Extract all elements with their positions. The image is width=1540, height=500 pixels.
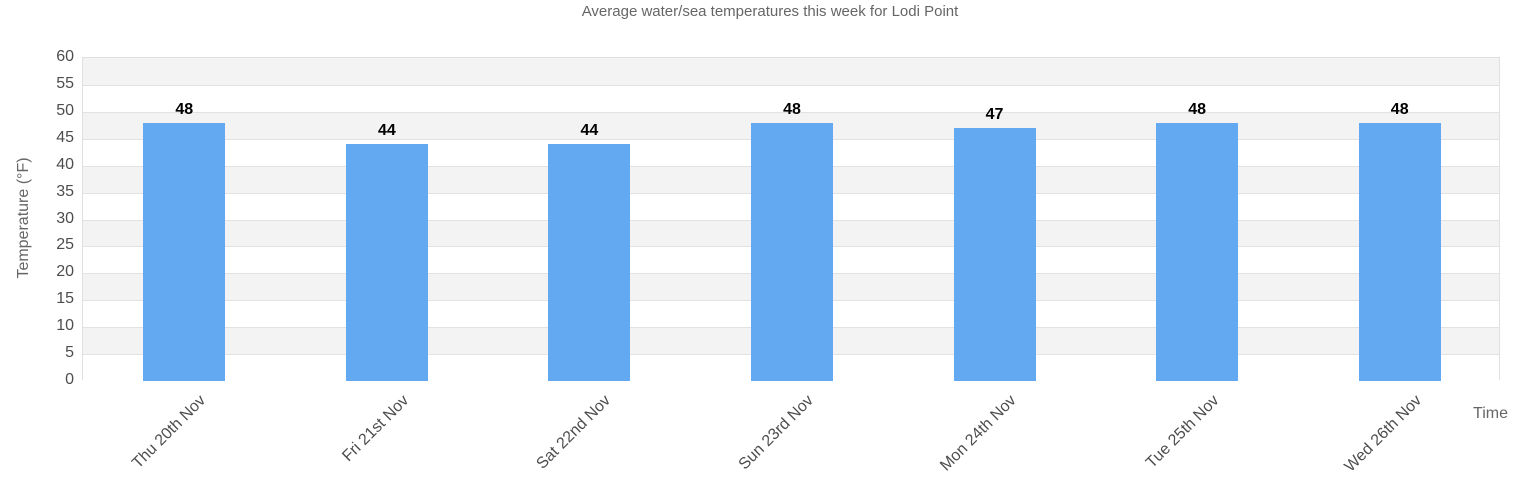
y-tick-label: 35 xyxy=(56,182,74,200)
x-axis-title: Time xyxy=(1473,405,1508,422)
y-tick-label: 45 xyxy=(56,128,74,146)
y-tick-label: 0 xyxy=(65,371,74,388)
bar[interactable] xyxy=(1358,122,1441,381)
x-tick-label: Wed 26th Nov xyxy=(1341,392,1425,476)
y-tick-label: 55 xyxy=(56,74,74,92)
x-tick-label: Sat 22nd Nov xyxy=(533,392,615,473)
gridline xyxy=(83,84,1499,86)
y-tick-label: 30 xyxy=(56,209,74,227)
bar[interactable] xyxy=(751,122,833,381)
y-tick-label: 60 xyxy=(56,48,74,65)
bar-value-label: 44 xyxy=(377,122,396,140)
bar[interactable] xyxy=(143,122,226,381)
bar-value-label: 48 xyxy=(1188,100,1207,118)
plot-area: 48 44 44 48 47 48 48 xyxy=(82,57,1500,381)
gridline xyxy=(83,111,1499,113)
chart-title: Average water/sea temperatures this week… xyxy=(581,3,959,20)
y-tick-label: 20 xyxy=(56,263,74,281)
bar-value-label: 48 xyxy=(1390,100,1409,118)
x-tick-label: Sun 23rd Nov xyxy=(735,392,818,474)
x-tick-label: Tue 25th Nov xyxy=(1142,392,1223,472)
plot-band xyxy=(83,58,1499,85)
x-tick-label: Fri 21st Nov xyxy=(338,392,412,466)
y-tick-label: 40 xyxy=(56,155,74,173)
y-tick-label: 50 xyxy=(56,101,74,119)
bar-value-label: 48 xyxy=(783,100,801,118)
y-tick-label: 5 xyxy=(65,344,74,362)
bar[interactable] xyxy=(548,144,631,381)
x-tick-label: Thu 20th Nov xyxy=(129,392,210,472)
bar[interactable] xyxy=(345,144,428,381)
bar[interactable] xyxy=(1156,122,1239,381)
y-tick-label: 15 xyxy=(56,290,74,308)
x-tick-label: Mon 24th Nov xyxy=(937,392,1020,475)
bar-value-label: 48 xyxy=(175,100,194,118)
bar-value-label: 44 xyxy=(580,122,599,140)
bar[interactable] xyxy=(953,127,1036,381)
plot-band xyxy=(83,84,1499,112)
bar-value-label: 47 xyxy=(985,105,1004,123)
y-tick-label: 10 xyxy=(56,317,74,335)
y-tick-label: 25 xyxy=(56,236,74,254)
